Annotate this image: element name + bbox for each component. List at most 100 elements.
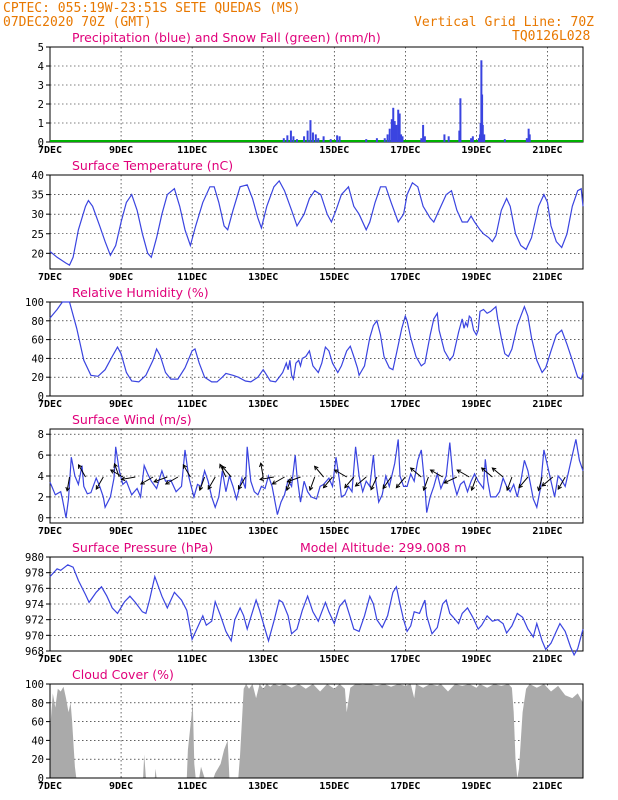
x-tick-label: 17DEC — [390, 781, 420, 792]
x-tick-label: 17DEC — [390, 145, 420, 156]
wind-arrow — [182, 464, 191, 478]
x-tick-label: 7DEC — [38, 145, 62, 156]
wind-arrow — [238, 476, 246, 490]
wind-arrow-head — [207, 485, 212, 491]
wind-arrow-head — [95, 485, 100, 491]
precip-bar — [388, 128, 391, 142]
x-tick-label: 13DEC — [248, 781, 278, 792]
panel-title: Surface Pressure (hPa) — [72, 540, 213, 555]
wind-arrow — [538, 476, 543, 491]
y-tick-label: 972 — [25, 615, 44, 627]
wind-arrow-head — [153, 478, 159, 483]
precip-bar — [329, 139, 332, 142]
cloud-area — [50, 684, 583, 778]
wind-arrow — [344, 476, 355, 489]
wind-arrow-head — [422, 486, 427, 492]
wind-arrow-head — [182, 463, 188, 469]
wind-arrow-head — [382, 484, 387, 490]
y-tick-label: 4 — [38, 61, 44, 73]
wind-arrow-head — [313, 465, 319, 471]
x-tick-label: 7DEC — [38, 781, 62, 792]
panel-title: Precipitation (blue) and Snow Fall (gree… — [72, 30, 381, 45]
y-tick-label: 8 — [38, 429, 44, 441]
y-tick-label: 40 — [31, 735, 44, 747]
precip-bar — [286, 135, 289, 142]
y-tick-label: 0 — [38, 513, 44, 525]
y-tick-label: 978 — [25, 568, 44, 580]
wind-arrow-head — [140, 480, 145, 485]
y-tick-label: 20 — [31, 754, 44, 766]
panel-title: Surface Wind (m/s) — [72, 412, 192, 427]
wind-arrow-head — [541, 482, 547, 487]
wind-arrow — [110, 469, 124, 478]
x-tick-label: 7DEC — [38, 272, 62, 283]
wind-arrow-head — [344, 483, 349, 489]
x-tick-label: 11DEC — [177, 399, 207, 410]
precip-bar — [289, 130, 292, 142]
precip-bar — [375, 138, 378, 142]
x-tick-label: 7DEC — [38, 526, 62, 537]
header-run-date: 07DEC2020 70Z (GMT) — [3, 15, 152, 30]
wind-arrow — [423, 476, 429, 491]
wind-arrow-head — [491, 467, 497, 472]
wind-arrow-head — [409, 467, 415, 472]
wind-arrow — [199, 476, 206, 491]
wind-arrow-head — [333, 469, 339, 474]
wind-arrow-head — [259, 476, 265, 482]
x-tick-label: 17DEC — [390, 399, 420, 410]
wind-arrow-head — [506, 486, 511, 492]
wind-arrow — [286, 476, 293, 491]
precip-bar — [303, 136, 306, 142]
x-tick-label: 19DEC — [461, 781, 491, 792]
x-tick-label: 15DEC — [319, 781, 349, 792]
x-tick-label: 19DEC — [461, 526, 491, 537]
precip-bar — [386, 134, 389, 142]
x-tick-label: 19DEC — [461, 399, 491, 410]
y-tick-label: 5 — [38, 42, 44, 54]
wind-arrow — [471, 476, 477, 491]
y-tick-label: 0 — [38, 773, 44, 785]
wind-arrow — [153, 476, 168, 483]
panel-frame — [49, 301, 584, 397]
wind-arrow — [492, 467, 504, 478]
precip-bar — [525, 138, 528, 142]
header-model-id: TQ0126L028 — [512, 29, 590, 44]
wind-arrow — [219, 464, 227, 478]
wind-arrow-head — [470, 486, 475, 492]
x-tick-label: 11DEC — [177, 526, 207, 537]
x-tick-label: 21DEC — [532, 145, 562, 156]
x-tick-label: 21DEC — [532, 272, 562, 283]
wind-arrow — [518, 476, 529, 489]
wind-arrow — [259, 476, 274, 480]
y-tick-label: 20 — [31, 372, 44, 384]
y-tick-label: 25 — [31, 229, 44, 241]
wind-arrow — [370, 476, 378, 490]
y-tick-label: 976 — [25, 583, 44, 595]
wind-arrow — [309, 476, 316, 491]
series-line — [49, 564, 584, 657]
wind-arrow — [481, 467, 493, 478]
x-tick-label: 21DEC — [532, 526, 562, 537]
precip-bar — [317, 138, 320, 142]
wind-arrow-head — [557, 485, 562, 491]
precip-bar — [314, 134, 317, 142]
wind-arrow — [207, 476, 216, 490]
precip-bar — [338, 136, 341, 142]
y-tick-label: 0 — [38, 391, 44, 403]
y-tick-label: 970 — [25, 630, 44, 642]
wind-arrow — [355, 476, 367, 487]
precip-bar — [306, 130, 309, 142]
precip-bar — [322, 136, 325, 142]
precip-bar — [365, 139, 368, 142]
precip-bar — [447, 136, 450, 142]
wind-arrow — [314, 465, 324, 478]
x-tick-label: 21DEC — [532, 399, 562, 410]
wind-arrow-head — [113, 462, 118, 468]
x-tick-label: 15DEC — [319, 399, 349, 410]
wind-arrow — [140, 476, 154, 485]
wind-arrow-head — [354, 482, 360, 487]
wind-arrow-head — [259, 462, 264, 468]
precip-bar — [423, 136, 426, 142]
panel-title: Surface Temperature (nC) — [72, 158, 233, 173]
